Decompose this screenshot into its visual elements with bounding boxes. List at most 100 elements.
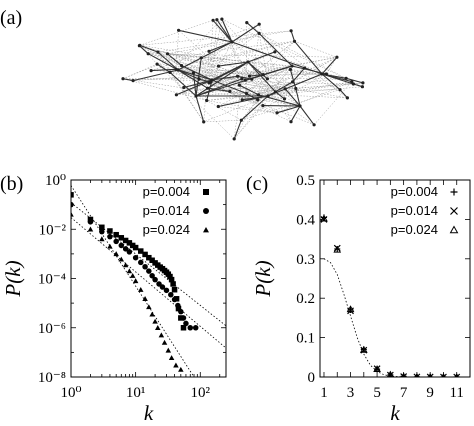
point-circle <box>178 308 184 315</box>
tree-edge <box>221 18 233 43</box>
shortcut-edge <box>157 63 263 106</box>
network-node <box>220 17 224 21</box>
tree-edge <box>231 41 323 75</box>
tree-edge <box>167 53 182 67</box>
tree-edge <box>299 105 315 126</box>
y-tick-label: 10⁻⁸ <box>38 370 66 386</box>
shortcut-edge <box>148 30 292 54</box>
network-node <box>250 77 254 81</box>
point-circle <box>180 315 187 321</box>
network-node <box>121 77 125 81</box>
network-node <box>261 73 265 77</box>
network-node <box>131 79 135 83</box>
network-node <box>165 52 170 56</box>
tree-edge <box>139 45 149 55</box>
x-axis-label: k <box>390 401 400 425</box>
shortcut-edge <box>139 20 214 46</box>
point-triangle <box>173 362 179 368</box>
point-cross <box>440 373 447 377</box>
y-tick-label: 10⁻⁶ <box>38 321 66 337</box>
tree-edge <box>267 81 293 97</box>
point-triangle <box>126 268 133 274</box>
panel-c-label: (c) <box>246 173 268 195</box>
point-triangle-open <box>320 214 328 222</box>
shortcut-edge <box>148 53 337 58</box>
tree-edge <box>292 67 305 83</box>
network-node <box>215 18 219 22</box>
shortcut-edge <box>241 73 327 121</box>
point-triangle <box>107 243 113 249</box>
point-circle <box>138 259 144 266</box>
shortcut-edge <box>216 19 250 77</box>
point-triangle <box>168 355 175 361</box>
shortcut-edge <box>211 41 233 81</box>
point-triangle <box>99 236 105 242</box>
y-tick-label: 0.1 <box>296 331 315 347</box>
point-square <box>126 240 133 246</box>
network-node <box>257 31 261 35</box>
legend: p=0.004 p=0.014 p=0.024 <box>143 184 209 237</box>
network-node <box>344 76 348 80</box>
tree-edge <box>176 79 213 96</box>
point-triangle-open <box>401 372 407 377</box>
tree-edge <box>263 65 293 76</box>
network-node <box>191 71 196 75</box>
shortcut-edge <box>203 95 269 123</box>
tree-edge <box>169 71 197 97</box>
shortcut-edge <box>122 63 158 79</box>
network-node <box>174 93 178 97</box>
network-node <box>168 70 172 74</box>
point-square <box>132 244 139 251</box>
point-triangle <box>178 366 184 372</box>
network-node <box>289 29 293 33</box>
shortcut-edge <box>181 65 185 88</box>
legend-label: p=0.014 <box>391 203 438 218</box>
network-node <box>298 104 302 108</box>
network-node <box>350 80 354 84</box>
point-square <box>149 257 155 264</box>
point-circle <box>142 264 148 270</box>
network-node <box>244 91 249 96</box>
network-node <box>266 94 270 98</box>
legend-label: p=0.024 <box>143 222 190 237</box>
tree-edge <box>321 56 338 75</box>
shortcut-edge <box>212 20 264 75</box>
shortcut-edge <box>267 65 293 97</box>
network-node <box>292 39 297 43</box>
tree-edge <box>258 33 293 67</box>
point-circle <box>183 320 189 327</box>
point-triangle-open <box>346 305 355 313</box>
tree-edge <box>247 61 268 80</box>
point-triangle <box>132 278 139 284</box>
point-square <box>71 192 74 198</box>
shortcut-edge <box>157 51 204 123</box>
legend-marker-circle <box>203 208 209 214</box>
tree-edge <box>289 69 297 89</box>
network-node <box>205 98 209 103</box>
shortcut-edge <box>176 69 323 75</box>
tree-edge <box>157 51 179 71</box>
shortcut-edge <box>242 56 338 101</box>
shortcut-edge <box>267 81 352 97</box>
point-circle <box>87 219 94 225</box>
shortcut-edge <box>277 81 352 114</box>
point-square <box>167 273 173 280</box>
network-node <box>261 104 265 108</box>
tree-edge <box>151 68 177 72</box>
y-tick-label: 0 <box>308 370 316 386</box>
shortcut-edge <box>169 72 246 81</box>
y-tick-label: 0.5 <box>296 173 315 189</box>
shortcut-edge <box>177 41 295 71</box>
network-node <box>146 52 150 56</box>
shortcut-edge <box>206 86 363 101</box>
shortcut-edge <box>244 80 247 94</box>
legend-marker-square <box>203 189 209 195</box>
shortcut-edge <box>176 69 348 99</box>
shortcut-edge <box>263 73 327 75</box>
x-tick-label: 11 <box>449 385 463 401</box>
shortcut-edge <box>176 78 347 96</box>
shortcut-edge <box>193 41 233 73</box>
shortcut-edge <box>246 93 348 99</box>
tree-edge <box>177 41 233 71</box>
